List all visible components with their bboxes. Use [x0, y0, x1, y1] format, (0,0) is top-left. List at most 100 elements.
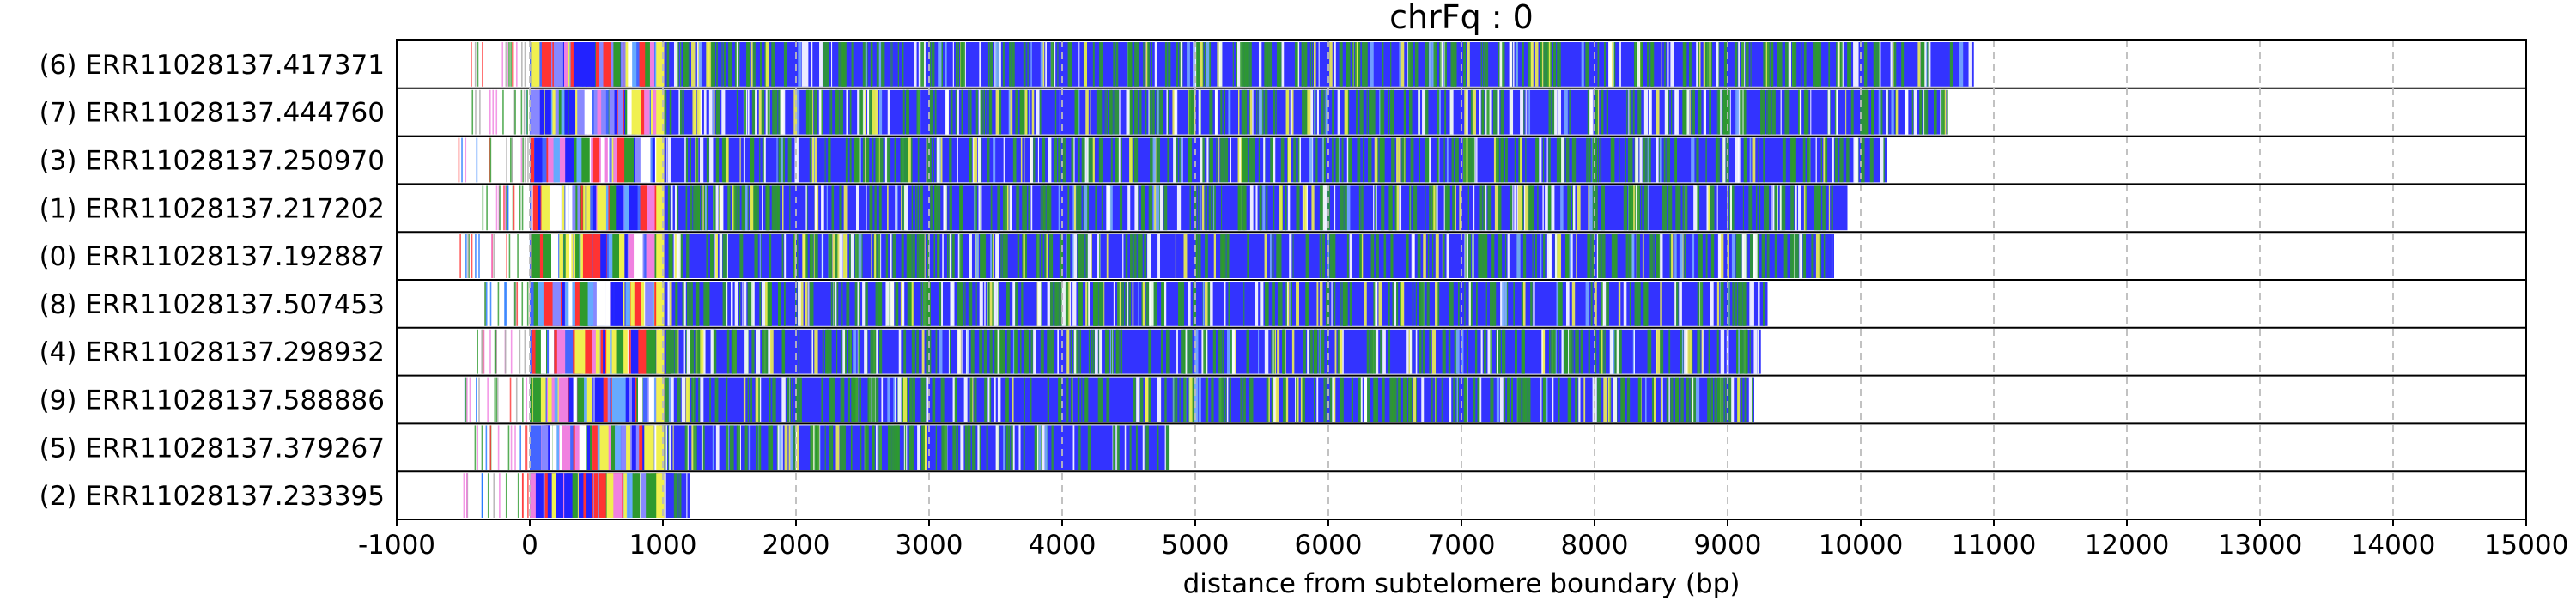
read-segment: [1799, 89, 1802, 135]
read-segment: [855, 185, 859, 231]
read-segment: [1149, 282, 1151, 326]
read-segment: [592, 137, 600, 183]
read-segment: [1030, 329, 1033, 374]
read-segment: [646, 234, 655, 278]
read-segment: [1779, 42, 1783, 87]
read-segment: [859, 377, 861, 422]
read-segment: [1729, 185, 1733, 231]
read-segment: [1042, 185, 1045, 231]
read-segment: [1200, 185, 1201, 231]
read-segment: [744, 185, 748, 231]
read-segment: [1183, 377, 1187, 422]
read-segment: [947, 234, 949, 278]
read-segment: [1339, 329, 1343, 374]
read-segment: [1546, 137, 1548, 183]
read-segment: [1551, 185, 1555, 231]
read-segment: [567, 42, 570, 87]
read-segment: [638, 377, 643, 422]
read-segment: [1194, 185, 1197, 231]
read-segment: [969, 137, 971, 183]
read-segment: [994, 377, 996, 422]
read-segment: [548, 89, 556, 135]
read-segment: [668, 425, 670, 470]
read-segment: [874, 185, 877, 231]
read-segment: [505, 473, 507, 518]
read-segment: [1905, 89, 1909, 135]
read-segment: [1218, 137, 1220, 183]
read-segment: [1718, 42, 1720, 87]
read-segment: [1860, 89, 1864, 135]
read-segment: [992, 234, 993, 278]
read-segment: [1028, 89, 1031, 135]
read-segment: [489, 282, 492, 326]
read-segment: [793, 234, 796, 278]
y-tick-label: (7) ERR11028137.444760: [39, 98, 385, 129]
read-segment: [1391, 137, 1395, 183]
read-segment: [1110, 137, 1113, 183]
read-segment: [1205, 234, 1208, 278]
read-segment: [1481, 89, 1484, 135]
read-segment: [1009, 42, 1012, 87]
read-segment: [1034, 425, 1037, 470]
read-segment: [777, 282, 781, 326]
read-segment: [1536, 137, 1540, 183]
read-segment: [1126, 89, 1130, 135]
read-segment: [860, 89, 864, 135]
read-row: [397, 231, 2526, 278]
read-segment: [620, 282, 630, 326]
read-segment: [682, 282, 686, 326]
read-segment: [667, 282, 670, 326]
read-segment: [1005, 377, 1009, 422]
read-segment: [1321, 185, 1324, 231]
read-segment: [1040, 425, 1042, 470]
read-segment: [1023, 234, 1025, 278]
read-segment: [942, 234, 944, 278]
read-segment: [1189, 377, 1193, 422]
read-segment: [1084, 185, 1088, 231]
read-segment: [1026, 329, 1030, 374]
read-bar: [664, 473, 690, 518]
read-segment: [1119, 185, 1123, 231]
read-segment: [1790, 234, 1795, 278]
read-segment: [1603, 377, 1607, 422]
read-row: [397, 374, 2526, 422]
read-segment: [670, 185, 673, 231]
read-segment: [569, 42, 577, 87]
read-segment: [1237, 89, 1240, 135]
read-segment: [729, 425, 732, 470]
read-row: [397, 326, 2526, 374]
read-segment: [931, 42, 935, 87]
read-segment: [1571, 282, 1576, 326]
read-segment: [551, 473, 556, 518]
read-segment: [1764, 185, 1765, 231]
read-segment: [1151, 42, 1152, 87]
read-segment: [1139, 377, 1144, 422]
read-row: [397, 39, 2526, 87]
read-segment: [513, 185, 515, 231]
read-segment: [1801, 234, 1803, 278]
read-segment: [1367, 137, 1372, 183]
read-segment: [1255, 282, 1259, 326]
read-segment: [573, 42, 584, 87]
read-segment: [896, 185, 898, 231]
read-segment: [926, 137, 930, 183]
read-segment: [761, 234, 762, 278]
read-segment: [1784, 42, 1789, 87]
read-segment: [1528, 89, 1531, 135]
read-segment: [1556, 137, 1558, 183]
read-segment: [1004, 42, 1005, 87]
read-segment: [1674, 137, 1677, 183]
read-segment: [1698, 42, 1701, 87]
read-segment: [961, 89, 963, 135]
read-segment: [1236, 42, 1240, 87]
read-segment: [797, 234, 799, 278]
read-segment: [1606, 282, 1609, 326]
read-segment: [1921, 42, 1925, 87]
read-segment: [1242, 137, 1248, 183]
read-segment: [997, 377, 1001, 422]
read-segment: [1720, 234, 1724, 278]
read-segment: [609, 89, 615, 135]
read-segment: [1322, 185, 1327, 231]
read-segment: [1085, 234, 1088, 278]
read-segment: [1431, 377, 1433, 422]
